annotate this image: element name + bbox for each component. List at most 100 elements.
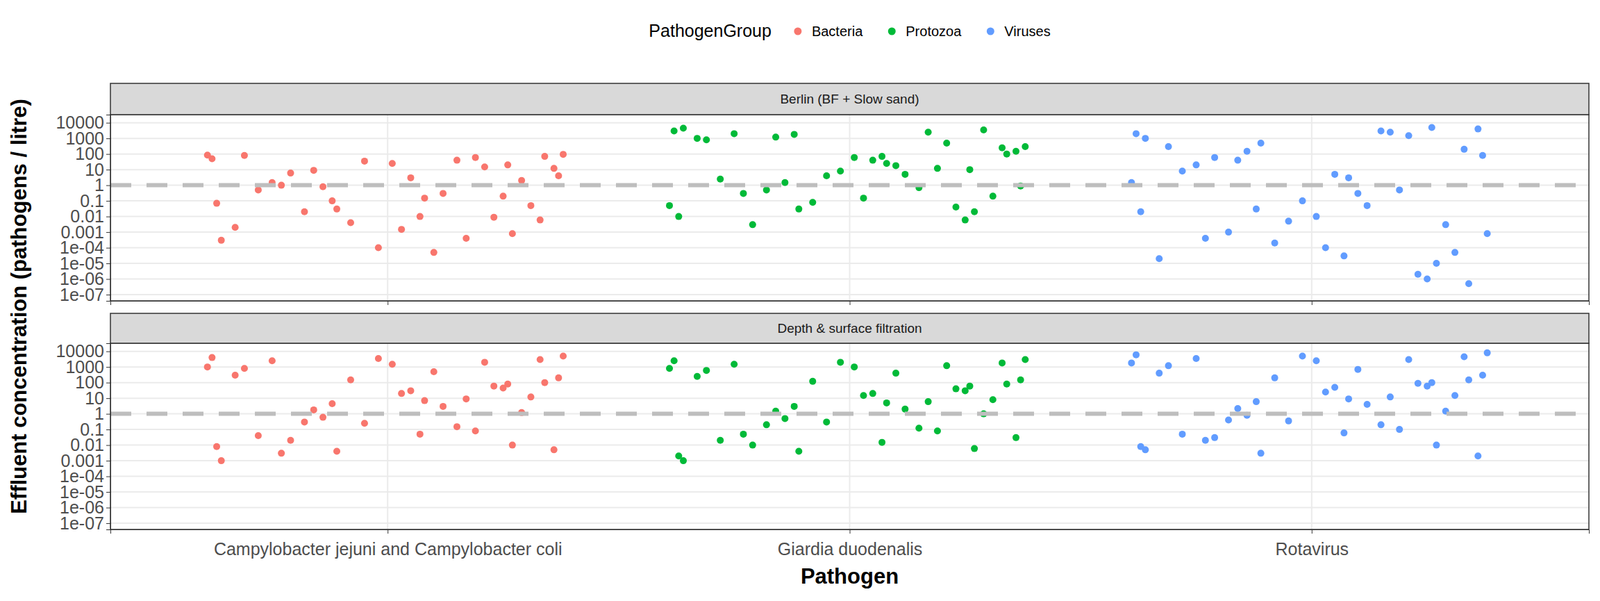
axis-line xyxy=(106,115,112,302)
chart: Berlin (BF + Slow sand)1e-071e-061e-051e… xyxy=(0,0,1600,601)
point xyxy=(1021,143,1029,150)
point xyxy=(679,124,687,132)
point xyxy=(934,427,941,435)
tick-mark xyxy=(106,294,111,296)
tick-mark xyxy=(106,397,111,399)
point xyxy=(1155,369,1163,377)
point xyxy=(430,248,438,256)
panel: Berlin (BF + Slow sand)1e-071e-061e-051e… xyxy=(55,83,1589,305)
tick-mark xyxy=(1311,529,1313,534)
point xyxy=(1405,355,1413,363)
point xyxy=(869,156,877,164)
point xyxy=(934,164,941,172)
point xyxy=(1252,397,1260,405)
tick-mark xyxy=(106,216,111,218)
point xyxy=(1137,443,1145,450)
point xyxy=(1192,354,1200,362)
point xyxy=(310,166,318,174)
point xyxy=(763,186,771,194)
point xyxy=(1243,147,1251,155)
point xyxy=(693,372,701,380)
legend-key xyxy=(888,27,896,36)
reference-line xyxy=(110,411,1589,416)
point xyxy=(375,244,382,252)
point xyxy=(859,391,867,399)
tick: Campylobacter jejuni and Campylobacter c… xyxy=(213,529,563,559)
point xyxy=(286,169,294,177)
point xyxy=(1405,131,1413,139)
tick-label: Giardia duodenalis xyxy=(777,538,923,559)
tick-mark xyxy=(106,445,111,446)
point xyxy=(254,186,262,194)
tick-label: Campylobacter jejuni and Campylobacter c… xyxy=(213,538,563,559)
point xyxy=(965,382,973,390)
point xyxy=(1345,395,1353,403)
tick-label: 10000 xyxy=(55,112,105,132)
point xyxy=(915,424,923,432)
point xyxy=(328,197,336,205)
tick xyxy=(850,300,851,305)
point xyxy=(1127,359,1135,366)
point xyxy=(1474,452,1482,460)
grid-line xyxy=(849,114,851,301)
point xyxy=(300,208,308,216)
point xyxy=(1363,202,1371,210)
tick-mark xyxy=(106,138,111,139)
tick-mark xyxy=(106,154,111,155)
point xyxy=(536,355,544,363)
point xyxy=(204,363,212,371)
point xyxy=(420,194,428,202)
tick-mark xyxy=(106,200,111,202)
y-axis: 1e-071e-061e-051e-040.0010.010.111010010… xyxy=(55,112,111,304)
point xyxy=(328,400,336,407)
point xyxy=(550,164,558,172)
legend-label: Viruses xyxy=(1004,23,1050,39)
axis-line xyxy=(111,301,1590,306)
tick-mark xyxy=(106,413,111,415)
point xyxy=(675,452,682,460)
point xyxy=(416,430,424,438)
point xyxy=(268,356,276,364)
tick-mark xyxy=(106,460,111,462)
tick xyxy=(1311,300,1313,305)
point xyxy=(998,359,1006,366)
point xyxy=(809,198,816,206)
point xyxy=(822,418,830,425)
point xyxy=(943,361,950,369)
point xyxy=(790,130,798,138)
tick-mark xyxy=(850,300,851,305)
tick: 10000 xyxy=(55,340,111,361)
point xyxy=(481,163,489,171)
point xyxy=(1354,189,1362,197)
point xyxy=(504,161,512,169)
point xyxy=(1179,167,1187,175)
point xyxy=(1012,147,1020,155)
point xyxy=(361,157,369,165)
point xyxy=(333,205,341,213)
point xyxy=(1322,244,1330,252)
tick-mark xyxy=(106,476,111,478)
point xyxy=(430,368,438,375)
point xyxy=(1479,371,1487,379)
point xyxy=(883,159,891,167)
tick: Rotavirus xyxy=(1275,529,1350,559)
point xyxy=(550,445,558,453)
point xyxy=(1451,391,1459,399)
point xyxy=(481,358,489,366)
point xyxy=(1312,213,1320,221)
tick-mark xyxy=(106,507,111,509)
point xyxy=(878,152,886,160)
point xyxy=(504,380,512,388)
y-axis-title: Effluent concentration (pathogens / litr… xyxy=(6,98,32,514)
marks xyxy=(110,123,1589,287)
point xyxy=(989,192,997,200)
point xyxy=(1354,365,1362,373)
point xyxy=(490,382,498,390)
point xyxy=(716,175,724,183)
point xyxy=(822,172,830,180)
point xyxy=(213,200,221,207)
grid xyxy=(110,114,1589,301)
panel-background xyxy=(110,343,1589,530)
point xyxy=(406,174,414,182)
panel: Depth & surface filtration1e-071e-061e-0… xyxy=(55,313,1589,559)
